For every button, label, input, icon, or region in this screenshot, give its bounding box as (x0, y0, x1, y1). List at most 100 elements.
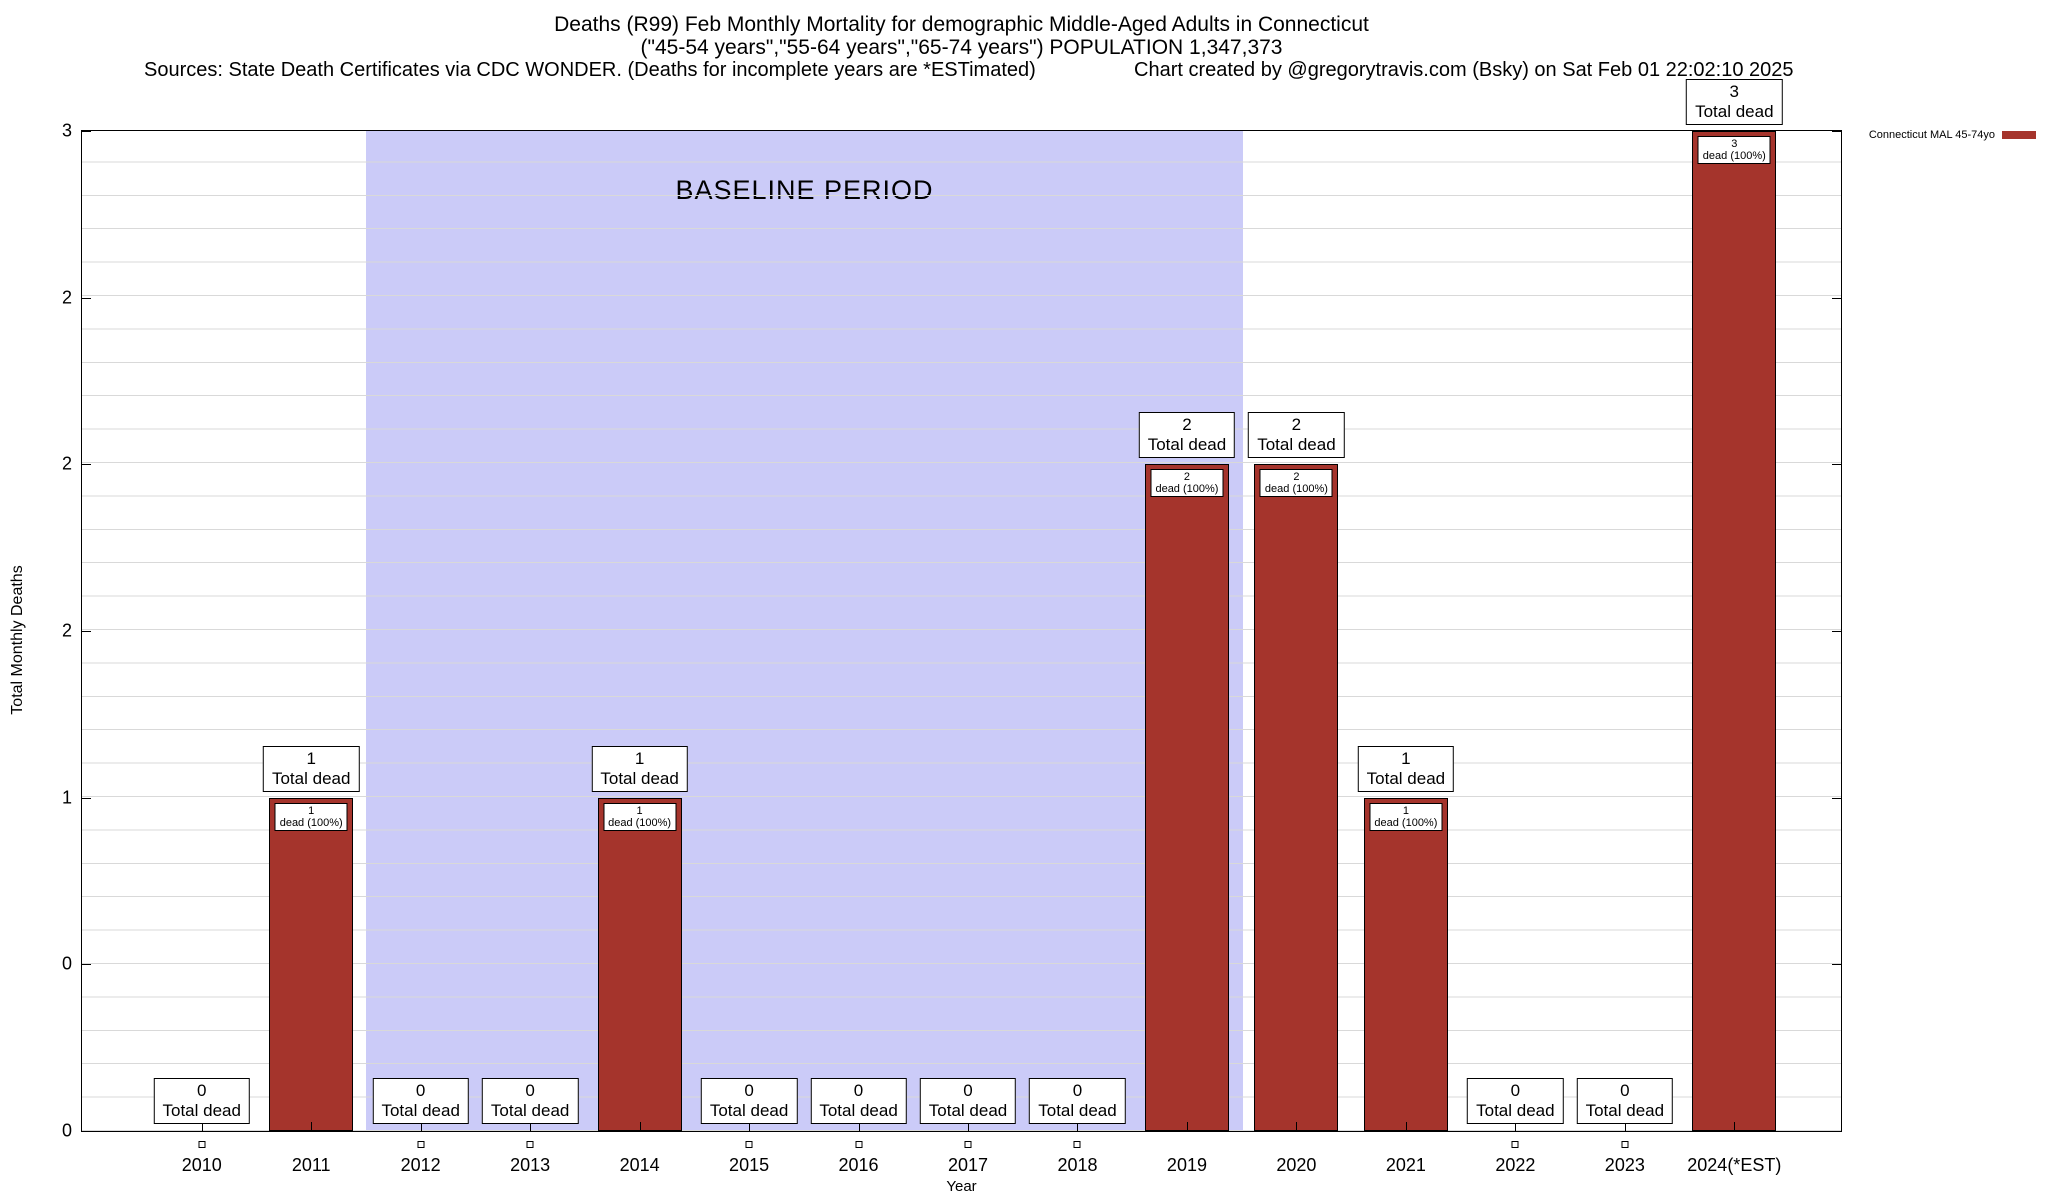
value-line: 0 (415, 1081, 426, 1100)
value-line: 1 (1402, 804, 1409, 817)
value-line: 1 (636, 804, 643, 817)
value-line: 1 (634, 748, 645, 768)
year-slot: 1 dead (100%) 1 Total dead 2021 (1351, 131, 1460, 1175)
y-tick-mark (1832, 631, 1841, 632)
suffix-line: Total dead (1585, 1101, 1665, 1120)
y-tick-mark (82, 964, 91, 966)
bar-percent-label: 1 dead (100%) (1369, 802, 1443, 831)
y-tick-label: 3 (61, 120, 72, 141)
value-line: 3 (1731, 138, 1738, 150)
year-slot: 0 Total dead 2023 (1570, 131, 1679, 1175)
suffix-line: Total dead (1476, 1101, 1555, 1120)
suffix-line: dead (100%) (1264, 483, 1328, 496)
value-line: 1 (306, 748, 316, 768)
total-dead-label: 0 Total dead (1467, 1078, 1564, 1124)
credit-note: Chart created by @gregorytravis.com (Bsk… (1134, 59, 1794, 81)
x-tick-label: 2014 (619, 1155, 660, 1175)
value-line: 1 (1401, 748, 1411, 768)
value-line: 0 (853, 1081, 864, 1100)
year-slot: 3 dead (100%) 3 Total dead 2024(*EST) (1680, 79, 1789, 1175)
y-tick-label: 2 (61, 620, 72, 641)
zero-point-marker (1621, 1141, 1629, 1148)
bar-2024(*EST) (1692, 131, 1777, 1131)
bar-percent-label: 1 dead (100%) (274, 802, 348, 831)
value-line: 3 (1729, 82, 1740, 101)
x-tick-mark (1296, 1122, 1298, 1131)
bars-container: 0 Total dead 2010 1 dead (100%) 1 Total dead 20… (82, 79, 1841, 1175)
value-line: 0 (525, 1081, 535, 1100)
y-tick-mark (1832, 464, 1841, 466)
year-slot: 0 Total dead 2010 (147, 131, 256, 1175)
total-dead-label: 0 Total dead (700, 1078, 798, 1124)
total-dead-label: 1 Total dead (591, 745, 688, 792)
bar-2021 (1363, 797, 1448, 1131)
value-line: 0 (1510, 1081, 1521, 1100)
chart-title: Deaths (R99) Feb Monthly Mortality for d… (554, 13, 1369, 36)
suffix-line: dead (100%) (608, 816, 672, 829)
value-line: 0 (196, 1081, 207, 1100)
zero-point-marker (964, 1141, 972, 1148)
legend: Connecticut MAL 45-74yo (1869, 129, 2036, 141)
y-tick-label: 2 (61, 287, 72, 308)
y-tick-label: 0 (61, 953, 72, 974)
x-tick-label: 2016 (838, 1155, 879, 1175)
suffix-line: dead (100%) (279, 816, 343, 829)
year-slot: 1 dead (100%) 1 Total dead 2014 (585, 131, 694, 1175)
x-tick-label: 2012 (400, 1155, 441, 1175)
suffix-line: Total dead (819, 1101, 898, 1120)
total-dead-label: 3 Total dead (1686, 79, 1783, 125)
suffix-line: dead (100%) (1374, 816, 1438, 829)
year-slot: 0 Total dead 2016 (804, 131, 913, 1175)
y-tick-mark (82, 297, 91, 299)
zero-point-marker (745, 1141, 753, 1148)
value-line: 2 (1291, 415, 1302, 435)
y-tick-mark (82, 131, 91, 132)
total-dead-label: 0 Total dead (153, 1078, 250, 1124)
value-line: 0 (963, 1081, 973, 1100)
y-axis-title: Total Monthly Deaths (9, 565, 26, 715)
value-line: 2 (1183, 471, 1191, 484)
year-slot: 1 dead (100%) 1 Total dead 2011 (256, 131, 365, 1175)
bar-percent-label: 1 dead (100%) (603, 802, 677, 831)
y-tick-label: 1 (61, 787, 72, 808)
total-dead-label: 0 Total dead (919, 1078, 1017, 1124)
y-tick-mark (1832, 1131, 1841, 1132)
year-slot: 0 Total dead 2015 (694, 131, 803, 1175)
zero-point-marker (1073, 1141, 1081, 1148)
y-tick-mark (1832, 964, 1841, 966)
chart-subtitle: ("45-54 years","55-64 years","65-74 year… (640, 36, 1283, 59)
x-tick-label: 2020 (1276, 1155, 1317, 1175)
y-tick-label: 0 (61, 1120, 72, 1141)
suffix-line: dead (100%) (1155, 483, 1219, 496)
sources-note: Sources: State Death Certificates via CD… (144, 59, 1036, 81)
bar-2011 (269, 797, 354, 1131)
bar-2020 (1254, 464, 1339, 1131)
suffix-line: Total dead (709, 1101, 789, 1120)
x-tick-label: 2023 (1604, 1155, 1645, 1175)
value-line: 2 (1182, 415, 1192, 435)
x-tick-mark (311, 1122, 313, 1131)
bar-2014 (597, 797, 682, 1131)
x-tick-label: 2018 (1057, 1155, 1098, 1175)
total-dead-label: 1 Total dead (1357, 745, 1455, 792)
x-tick-mark (1186, 1122, 1188, 1131)
year-slot: 2 dead (100%) 2 Total dead 2019 (1132, 131, 1241, 1175)
total-dead-label: 0 Total dead (810, 1078, 907, 1124)
bar-percent-label: 2 dead (100%) (1259, 469, 1333, 498)
x-tick-label: 2011 (291, 1155, 331, 1175)
suffix-line: Total dead (271, 768, 351, 788)
y-tick-mark (82, 1131, 91, 1132)
x-tick-label: 2022 (1495, 1155, 1536, 1175)
x-tick-label: 2013 (510, 1155, 551, 1175)
total-dead-label: 0 Total dead (1029, 1078, 1126, 1124)
value-line: 0 (1072, 1081, 1083, 1100)
year-slot: 0 Total dead 2022 (1461, 131, 1570, 1175)
y-tick-mark (1832, 797, 1841, 799)
value-line: 0 (1620, 1081, 1630, 1100)
suffix-line: Total dead (928, 1101, 1008, 1120)
zero-point-marker (526, 1141, 534, 1148)
plot-area: BASELINE PERIOD 0 Total dead 2010 1 dead (10… (62, 79, 1842, 1175)
y-tick-mark (82, 464, 91, 466)
zero-point-marker (1511, 1141, 1519, 1148)
bar-percent-label: 2 dead (100%) (1150, 469, 1224, 498)
